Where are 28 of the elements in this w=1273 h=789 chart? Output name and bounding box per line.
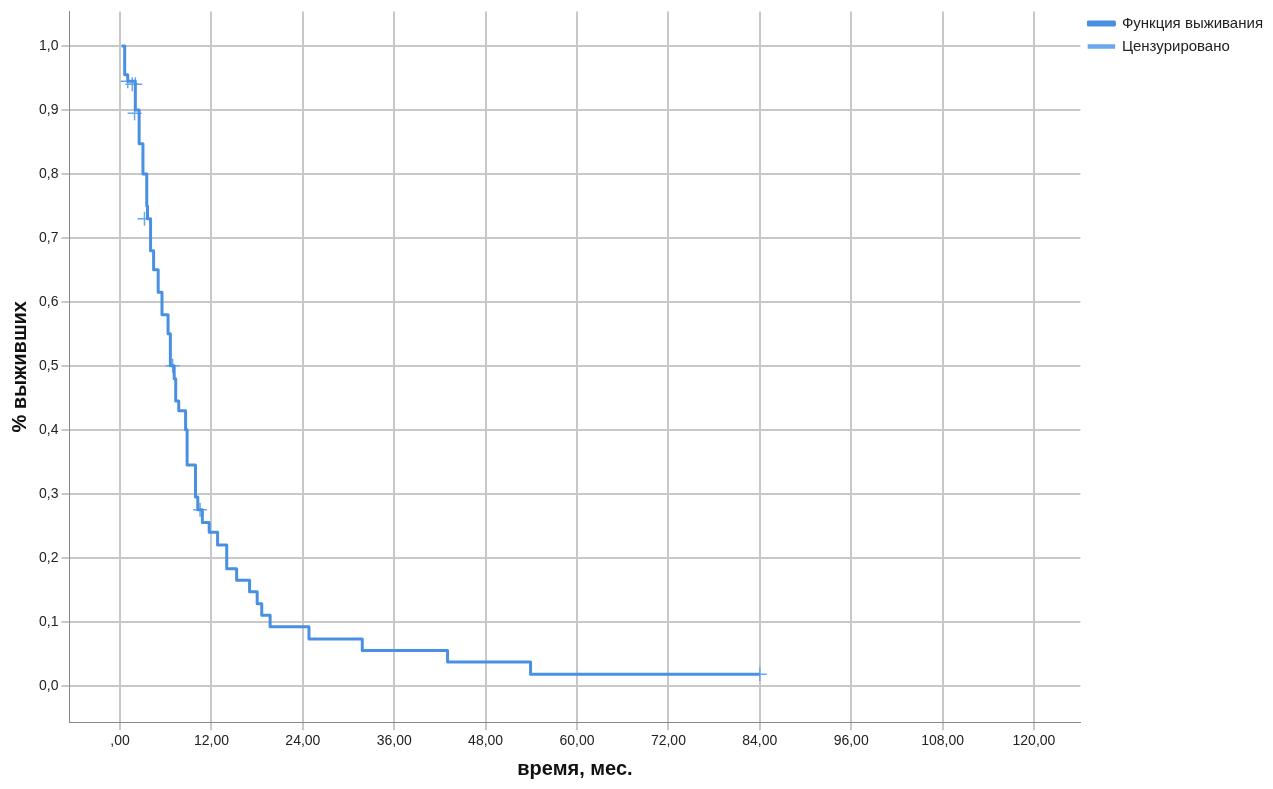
x-tick-label: 72,00 [650, 732, 687, 749]
y-tick-label: 0,7 [38, 228, 59, 245]
x-tick-label: 120,00 [1012, 732, 1056, 749]
y-tick-label: 0,6 [38, 292, 59, 309]
y-tick-label: 1,0 [38, 36, 59, 53]
x-tick-label: 48,00 [468, 732, 504, 749]
y-axis-title: % выживших [7, 301, 30, 433]
x-tick-label: 60,00 [559, 732, 595, 749]
x-tick-label: 84,00 [742, 732, 778, 749]
x-axis-title: время, мес. [517, 756, 633, 779]
x-tick-label: 12,00 [193, 732, 230, 749]
x-tick-label: 108,00 [921, 732, 965, 749]
legend-label: Функция выживания [1121, 13, 1264, 31]
y-tick-label: 0,3 [38, 484, 59, 501]
y-tick-label: 0,4 [38, 420, 59, 437]
x-tick-label: 24,00 [285, 732, 321, 749]
point [192, 502, 208, 518]
y-tick-label: 0,8 [38, 164, 59, 181]
legend-label: Цензурировано [1121, 36, 1230, 54]
x-tick-label: ,00 [110, 732, 131, 749]
y-tick-label: 0,0 [38, 676, 59, 693]
y-tick-label: 0,9 [38, 100, 59, 117]
y-tick-label: 0,2 [38, 548, 59, 565]
x-tick-label: 36,00 [376, 732, 412, 749]
y-tick-label: 0,5 [38, 356, 59, 373]
point [164, 358, 181, 374]
y-tick-label: 0,1 [38, 612, 59, 629]
x-tick-label: 96,00 [833, 732, 869, 749]
